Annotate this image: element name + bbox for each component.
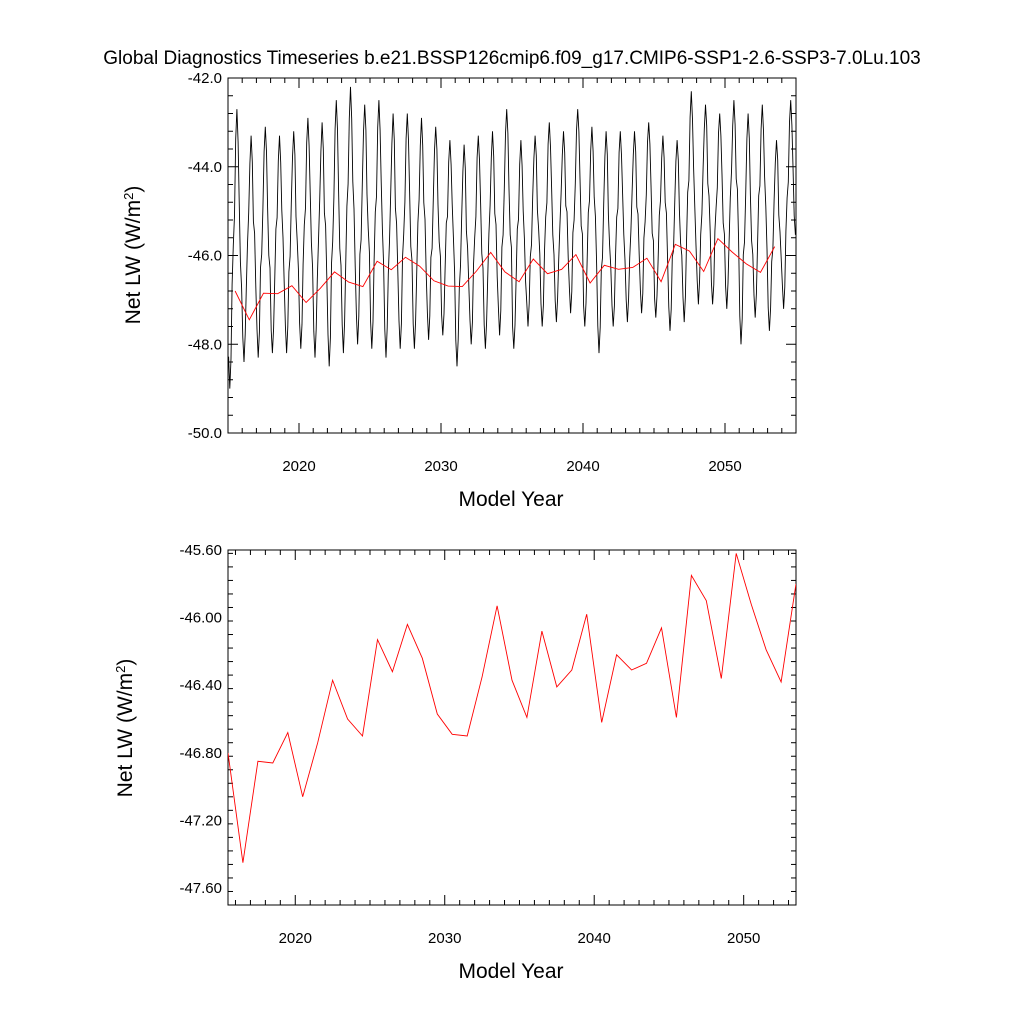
x-tick-label: 2020 (282, 458, 315, 475)
x-tick-label: 2020 (279, 930, 312, 947)
x-tick-label: 2040 (578, 930, 611, 947)
y-tick-label: -42.0 (188, 70, 222, 87)
y-tick-label: -47.20 (179, 812, 222, 829)
plot-frame (227, 549, 797, 906)
x-axis-label: Model Year (458, 488, 563, 511)
x-tick-label: 2030 (428, 930, 461, 947)
y-tick-label: -46.40 (179, 677, 222, 694)
x-tick-label: 2030 (424, 458, 457, 475)
y-tick-label: -44.0 (188, 159, 222, 176)
x-axis-label: Model Year (458, 960, 563, 983)
y-tick-label: -46.80 (179, 745, 222, 762)
y-tick-label: -47.60 (179, 880, 222, 897)
bottom-panel: 2020 2030 2040 2050 -47.60 -47.20 -46.80 -46.40… (113, 542, 797, 983)
y-tick-label: -46.0 (188, 248, 222, 265)
y-tick-label: -48.0 (188, 336, 222, 353)
series-line-monthly (228, 86, 796, 389)
figure-title: Global Diagnostics Timeseries b.e21.BSSP… (103, 48, 920, 69)
y-axis-label: Net LW (W/m2) (113, 659, 138, 798)
y-tick-label: -46.00 (179, 610, 222, 627)
top-panel: 2020 2030 2040 2050 -50.0 -48.0 -46.0 -44.0 -42.… (121, 70, 797, 511)
x-tick-label: 2050 (708, 458, 741, 475)
y-tick-label: -50.0 (188, 425, 222, 442)
series-line-annual-mean (234, 237, 776, 321)
y-tick-label: -45.60 (179, 542, 222, 559)
x-tick-label: 2050 (727, 930, 760, 947)
x-tick-label: 2040 (566, 458, 599, 475)
series-line-annual-mean (228, 553, 796, 863)
y-axis-label: Net LW (W/m2) (121, 186, 146, 325)
